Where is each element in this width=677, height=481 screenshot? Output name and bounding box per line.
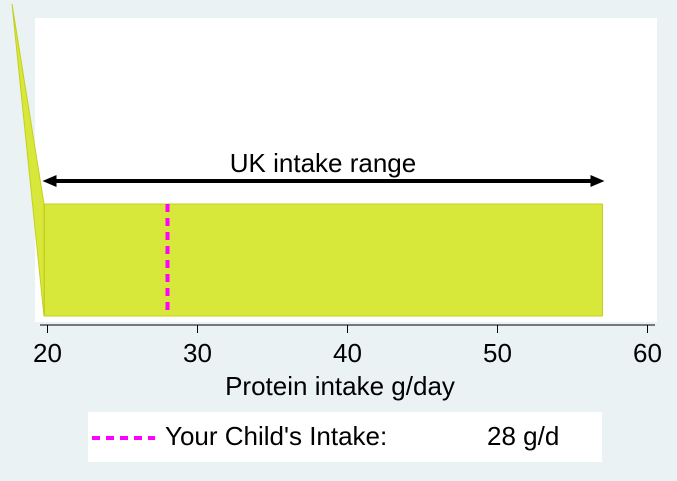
arrow-head: [590, 175, 605, 187]
x-axis-title: Protein intake g/day: [225, 371, 455, 401]
arrow-head: [42, 175, 57, 187]
x-tick-label: 50: [483, 338, 512, 368]
legend: [88, 412, 602, 462]
x-tick-label: 30: [183, 338, 212, 368]
legend-label: Your Child's Intake:: [165, 421, 387, 451]
x-tick-label: 60: [633, 338, 662, 368]
intake-value-label: 28 g/d: [487, 421, 559, 451]
x-tick-label: 20: [33, 338, 62, 368]
range-label: UK intake range: [230, 148, 416, 178]
x-tick-label: 40: [333, 338, 362, 368]
range-band: [44, 203, 603, 317]
